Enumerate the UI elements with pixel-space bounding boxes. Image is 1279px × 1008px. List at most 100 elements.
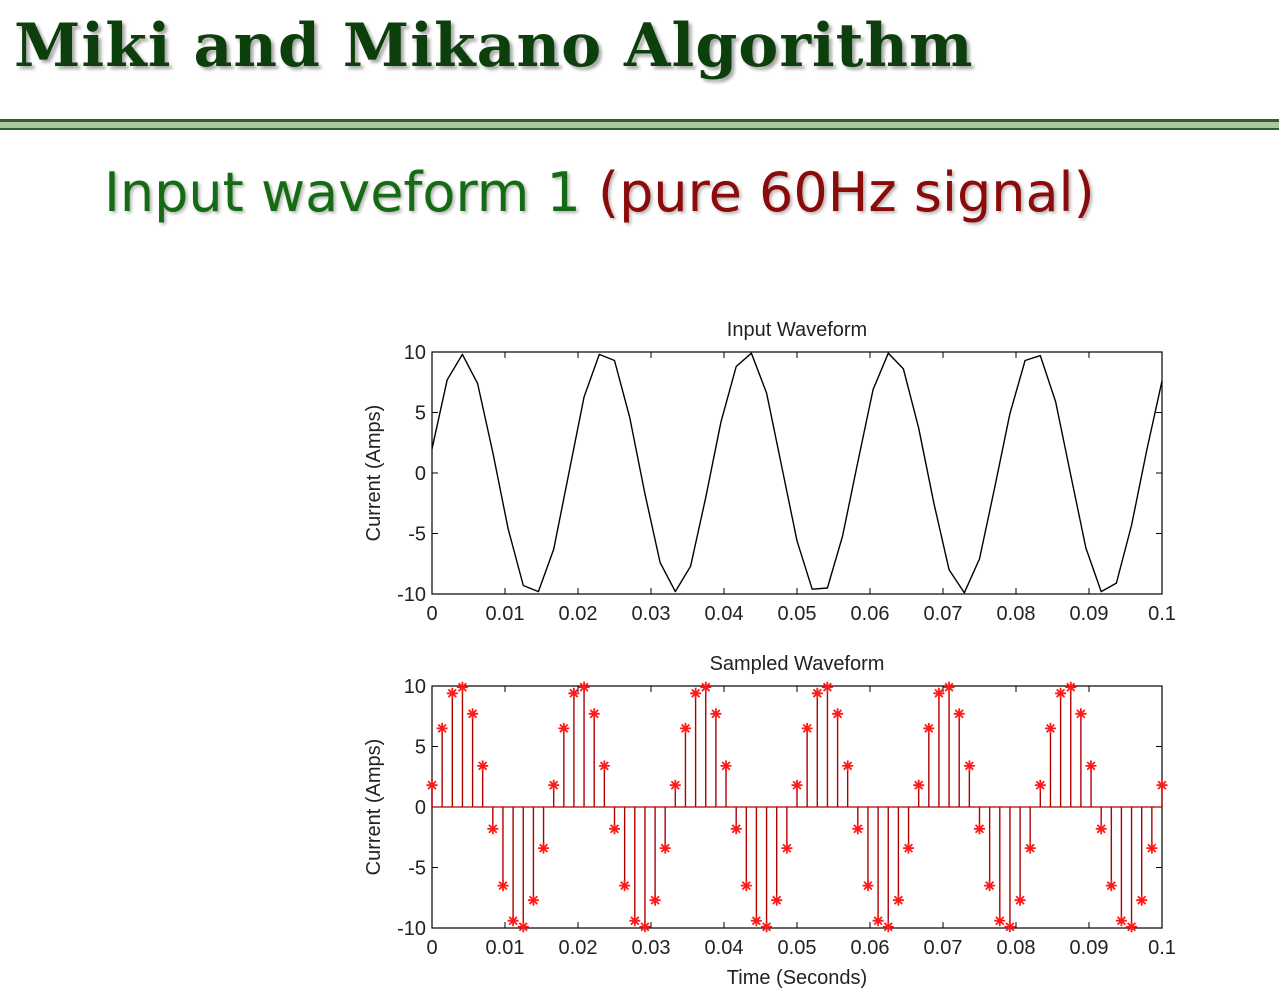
chart2-sample-point xyxy=(629,915,641,927)
title-divider-dark-bottom xyxy=(0,128,1279,130)
chart2-sample-point xyxy=(842,760,854,772)
chart1-plot-frame xyxy=(431,351,1163,595)
chart2-x-tick-label: 0.08 xyxy=(997,937,1036,959)
chart2-sample-point xyxy=(862,880,874,892)
chart2-sample-point xyxy=(953,708,965,720)
chart1-y-tick-label: -5 xyxy=(408,524,426,546)
chart2-sample-point xyxy=(994,915,1006,927)
chart2-sample-point xyxy=(669,779,681,791)
chart2-sample-point xyxy=(538,842,549,854)
chart1-x-tick-label: 0.06 xyxy=(851,603,890,625)
chart1-y-tick-label: -10 xyxy=(397,584,426,606)
chart1-x-tick-label: 0.09 xyxy=(1070,603,1109,625)
chart2-sample-point xyxy=(1045,722,1056,734)
chart2-y-tick-label: -5 xyxy=(408,858,426,880)
chart1-series-line xyxy=(431,352,1163,594)
chart1-y-axis-label: Current (Amps) xyxy=(363,405,385,542)
chart2-sample-point xyxy=(1085,760,1097,772)
chart2-sample-point xyxy=(456,681,468,693)
chart2-sample-point xyxy=(1014,894,1026,906)
chart2-sample-point xyxy=(1065,681,1077,693)
chart2-sample-point xyxy=(710,708,722,720)
chart2-sample-point xyxy=(639,921,651,933)
title-divider-light xyxy=(0,122,1279,128)
chart2-sample-point xyxy=(720,760,732,772)
chart2-x-tick-label: 0 xyxy=(426,937,437,959)
chart2-sample-point xyxy=(588,708,600,720)
subtitle-main: Input waveform 1 xyxy=(104,161,581,224)
chart2-sample-point xyxy=(649,894,661,906)
chart2-sample-point xyxy=(619,880,631,892)
chart2-sample-point xyxy=(1024,842,1036,854)
chart1-x-tick-label: 0.03 xyxy=(632,603,671,625)
slide-title: Miki and Mikano Algorithm xyxy=(14,11,974,81)
chart2-sample-point xyxy=(761,921,773,933)
chart2-sample-point xyxy=(477,760,489,772)
slide-subtitle: Input waveform 1 (pure 60Hz signal) xyxy=(104,158,1095,228)
chart2-sample-point xyxy=(963,760,975,772)
chart2-y-tick-label: 10 xyxy=(404,676,426,698)
chart2-sample-point xyxy=(507,915,519,927)
chart2-sample-point xyxy=(1105,880,1117,892)
chart1-y-tick-label: 5 xyxy=(415,403,426,425)
chart2-x-axis-label: Time (Seconds) xyxy=(727,967,867,989)
chart2-sample-point xyxy=(700,681,712,693)
chart2-sample-point xyxy=(659,842,671,854)
chart2-sample-point xyxy=(801,722,813,734)
chart2-sample-point xyxy=(446,687,458,699)
chart2-sample-point xyxy=(791,779,803,791)
chart1-y-tick-label: 0 xyxy=(415,463,426,485)
chart2-sample-point xyxy=(1136,894,1148,906)
chart2-x-tick-label: 0.04 xyxy=(705,937,744,959)
chart1-x-tick-label: 0.04 xyxy=(705,603,744,625)
subtitle-parenthetical: (pure 60Hz signal) xyxy=(598,161,1095,224)
chart2-sample-point xyxy=(781,842,793,854)
chart2-sample-point xyxy=(730,823,742,835)
chart1-x-tick-label: 0 xyxy=(426,603,437,625)
chart2-sample-point xyxy=(892,894,904,906)
chart2-x-tick-label: 0.05 xyxy=(778,937,817,959)
chart2-sample-point xyxy=(690,687,702,699)
chart2-y-tick-label: 0 xyxy=(415,797,426,819)
chart2-x-tick-label: 0.06 xyxy=(851,937,890,959)
title-divider-dark xyxy=(0,119,1279,122)
chart2-sample-point xyxy=(832,708,844,720)
chart2-sample-point xyxy=(1034,779,1046,791)
chart2-sample-point xyxy=(872,915,884,927)
chart2-sample-point xyxy=(740,880,752,892)
chart2-sample-point xyxy=(811,687,823,699)
chart2-sample-point xyxy=(771,894,783,906)
chart2-sample-point xyxy=(1004,921,1016,933)
chart1-x-tick-label: 0.02 xyxy=(559,603,598,625)
chart2-sample-point xyxy=(497,880,509,892)
chart2-sample-point xyxy=(821,681,833,693)
chart2-sample-point xyxy=(882,921,894,933)
chart2-x-tick-label: 0.01 xyxy=(486,937,525,959)
chart2-x-tick-label: 0.1 xyxy=(1148,937,1176,959)
chart2-sample-point xyxy=(1156,779,1168,791)
chart2-sample-point xyxy=(933,687,945,699)
chart2-sample-point xyxy=(943,681,955,693)
chart1-x-tick-label: 0.01 xyxy=(486,603,525,625)
chart2-x-tick-label: 0.02 xyxy=(559,937,598,959)
chart2-x-tick-label: 0.03 xyxy=(632,937,671,959)
chart2-sample-point xyxy=(1126,921,1138,933)
chart1-title: Input Waveform xyxy=(727,319,867,341)
chart2-sample-point xyxy=(974,823,985,835)
chart2-sample-point xyxy=(467,708,479,720)
chart2-sample-point xyxy=(852,823,864,835)
chart2-sample-point xyxy=(598,760,610,772)
chart1-x-tick-label: 0.05 xyxy=(778,603,817,625)
chart2-sample-point xyxy=(517,921,529,933)
chart2-sample-point xyxy=(923,722,935,734)
chart2-sample-point xyxy=(1146,842,1158,854)
title-divider xyxy=(0,119,1279,133)
chart2-y-tick-label: -10 xyxy=(397,918,426,940)
chart2-sample-point xyxy=(984,880,996,892)
chart1-y-tick-label: 10 xyxy=(404,342,426,364)
chart2-x-tick-label: 0.07 xyxy=(924,937,963,959)
chart2-sample-point xyxy=(1095,823,1107,835)
chart1-x-tick-label: 0.1 xyxy=(1148,603,1176,625)
chart2-sample-point xyxy=(578,681,590,693)
